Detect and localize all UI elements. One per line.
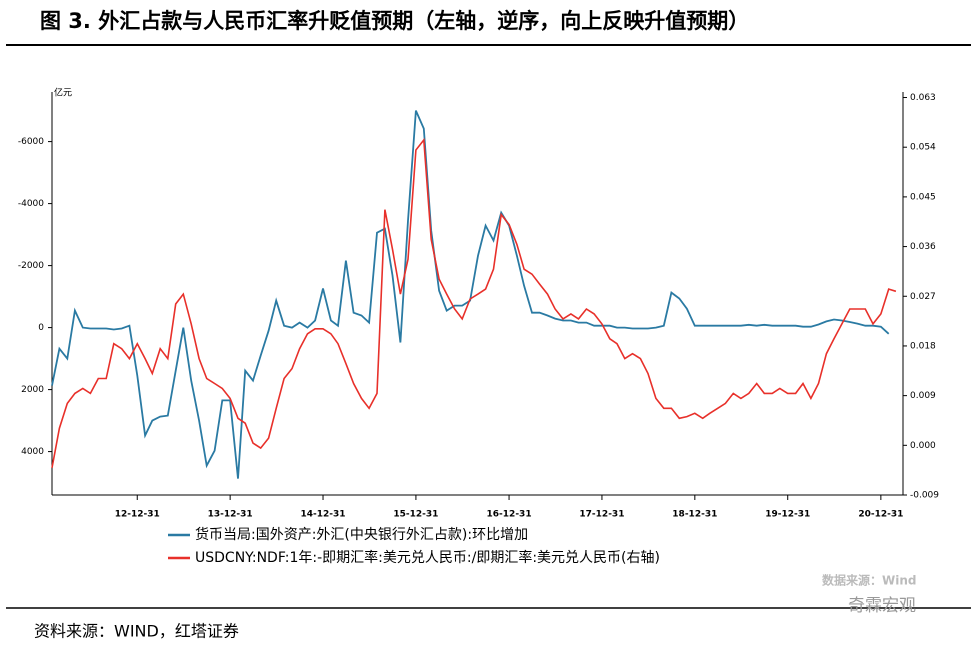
source: 资料来源：WIND，红塔证券 — [34, 622, 239, 641]
series-line — [51, 110, 890, 479]
y-tick-label: -4000 — [18, 199, 44, 209]
y2-tick-label: 0.054 — [910, 143, 936, 153]
legend-label: USDCNY:NDF:1年:-即期汇率:美元兑人民币:/即期汇率:美元兑人民币(… — [195, 549, 660, 566]
y-axis-label: 亿元 — [54, 87, 72, 99]
y2-tick-label: 0.027 — [910, 292, 936, 302]
series-line — [51, 137, 897, 469]
y2-tick-label: 0.063 — [910, 93, 936, 103]
y-tick-label: -2000 — [18, 261, 44, 271]
x-tick-label: 16-12-31 — [487, 510, 532, 520]
y2-tick-label: 0.009 — [910, 391, 936, 401]
y2-tick-label: 0.000 — [910, 441, 936, 451]
y2-tick-label: -0.009 — [910, 491, 939, 501]
x-tick-label: 12-12-31 — [115, 510, 160, 520]
watermark: 奇霖宏观 — [848, 596, 916, 616]
watermark: 数据来源：Wind — [822, 573, 916, 588]
legend-label: 货币当局:国外资产:外汇(中央银行外汇占款):环比增加 — [195, 526, 528, 543]
y-tick-label: -6000 — [18, 137, 44, 147]
y-tick-label: 2000 — [21, 385, 44, 395]
x-tick-label: 13-12-31 — [208, 510, 253, 520]
x-tick-label: 14-12-31 — [301, 510, 346, 520]
x-tick-label: 19-12-31 — [765, 510, 810, 520]
y2-tick-label: 0.018 — [910, 341, 936, 351]
y2-tick-label: 0.036 — [910, 242, 936, 252]
y-tick-label: 0 — [38, 323, 44, 333]
chart-title: 图 3. 外汇占款与人民币汇率升贬值预期（左轴，逆序，向上反映升值预期） — [40, 9, 749, 33]
y2-tick-label: 0.045 — [910, 192, 936, 202]
x-tick-label: 15-12-31 — [393, 510, 438, 520]
x-tick-label: 18-12-31 — [672, 510, 717, 520]
x-tick-label: 20-12-31 — [858, 510, 903, 520]
x-tick-label: 17-12-31 — [579, 510, 624, 520]
y-tick-label: 4000 — [21, 447, 44, 457]
